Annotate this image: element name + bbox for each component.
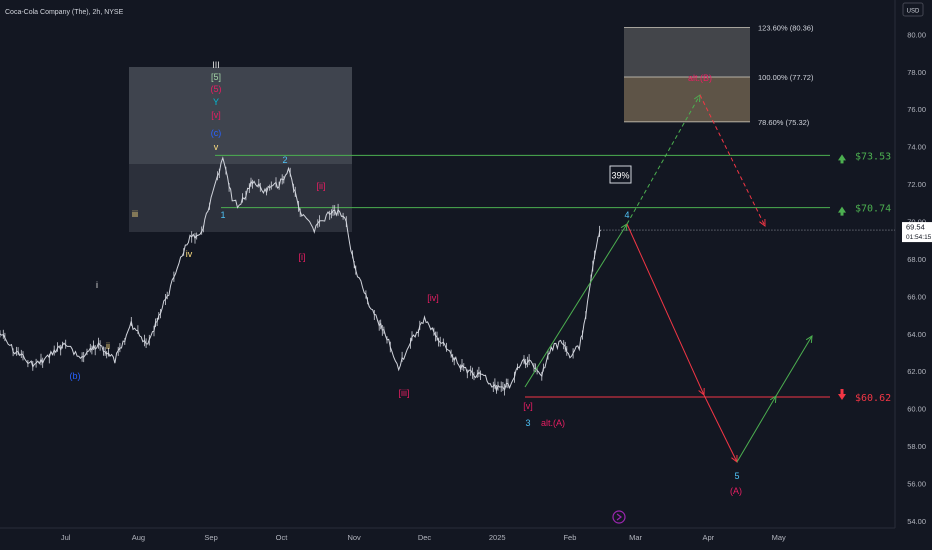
y-tick-label: 64.00 bbox=[907, 330, 926, 339]
y-tick-label: 60.00 bbox=[907, 405, 926, 414]
y-tick-label: 66.00 bbox=[907, 292, 926, 301]
level-label: $73.53 bbox=[855, 151, 891, 162]
wave-label: iv bbox=[186, 249, 193, 259]
x-tick-label: Aug bbox=[132, 533, 145, 542]
current-price-countdown: 01:54:15 bbox=[906, 234, 932, 241]
y-tick-label: 70.00 bbox=[907, 217, 926, 226]
y-tick-label: 76.00 bbox=[907, 105, 926, 114]
y-tick-label: 78.00 bbox=[907, 68, 926, 77]
x-tick-label: Mar bbox=[629, 533, 642, 542]
event-icon[interactable] bbox=[612, 510, 626, 524]
resistance-zone-lower bbox=[129, 164, 352, 232]
fib-label: 123.60% (80.36) bbox=[758, 24, 814, 33]
y-tick-label: 62.00 bbox=[907, 367, 926, 376]
wave-label: [iv] bbox=[427, 293, 439, 303]
x-tick-label: May bbox=[772, 533, 786, 542]
currency-label: USD bbox=[907, 9, 920, 15]
wave-label: alt.(A) bbox=[541, 418, 565, 428]
wave-label: [v] bbox=[523, 401, 533, 411]
probability-label: 39% bbox=[611, 171, 629, 181]
up-arrow-icon bbox=[838, 206, 846, 213]
y-tick-label: 58.00 bbox=[907, 442, 926, 451]
x-tick-label: Nov bbox=[347, 533, 361, 542]
rebound-projection bbox=[736, 395, 777, 463]
resistance-zone-upper bbox=[129, 67, 352, 164]
current-price-tag: 69.54 01:54:15 bbox=[902, 222, 932, 243]
rebound-projection-2 bbox=[775, 335, 813, 397]
wave-5-down-projection bbox=[626, 223, 705, 396]
wave-label: alt.(B) bbox=[688, 73, 712, 83]
alt-b-projection bbox=[626, 94, 701, 225]
currency-button[interactable] bbox=[902, 2, 924, 17]
wave-label: iii bbox=[132, 209, 138, 219]
y-tick-label: 72.00 bbox=[907, 180, 926, 189]
fib-label: 100.00% (77.72) bbox=[758, 73, 814, 82]
wave-label: (b) bbox=[70, 371, 81, 381]
event-icon-glyph bbox=[616, 513, 622, 521]
up-arrow-icon-stem bbox=[840, 211, 844, 216]
probability-badge-box bbox=[609, 165, 632, 184]
y-tick-label: 54.00 bbox=[907, 517, 926, 526]
down-arrow-icon-stem bbox=[840, 389, 844, 395]
probability-badge: 39% bbox=[609, 165, 632, 184]
x-tick-label: Apr bbox=[702, 533, 714, 542]
wave-label: 2 bbox=[282, 155, 287, 165]
y-tick-label: 80.00 bbox=[907, 30, 926, 39]
wave-label: i bbox=[96, 280, 98, 290]
wave-label: (c) bbox=[211, 128, 222, 138]
fib-label: 78.60% (75.32) bbox=[758, 118, 810, 127]
x-tick-label: Jul bbox=[61, 533, 71, 542]
alt-b-reversal bbox=[699, 94, 766, 227]
wave-label: 1 bbox=[220, 210, 225, 220]
wave-label: III bbox=[212, 60, 220, 70]
up-arrow-icon-stem bbox=[840, 159, 844, 164]
wave-label: [v] bbox=[211, 110, 221, 120]
wave-label: ii bbox=[106, 341, 110, 351]
y-tick-label: 74.00 bbox=[907, 143, 926, 152]
fib-zone-upper bbox=[624, 27, 750, 77]
wave-label: [ii] bbox=[317, 181, 326, 191]
wave-label: [i] bbox=[298, 252, 305, 262]
x-tick-label: Oct bbox=[276, 533, 289, 542]
x-tick-label: Feb bbox=[563, 533, 576, 542]
price-series-line bbox=[0, 156, 601, 393]
wave-label: (5) bbox=[211, 84, 222, 94]
up-arrow-icon bbox=[838, 154, 846, 161]
wave-label: v bbox=[214, 142, 219, 152]
fib-zone-lower bbox=[624, 76, 750, 122]
wave-label: (A) bbox=[730, 486, 742, 496]
wave-label: [5] bbox=[211, 72, 221, 82]
current-price-value: 69.54 bbox=[906, 223, 925, 232]
wave-label: [iii] bbox=[399, 388, 410, 398]
y-tick-label: 68.00 bbox=[907, 255, 926, 264]
x-tick-label: Sep bbox=[204, 533, 217, 542]
wave-4-projection bbox=[524, 223, 628, 388]
wave-label: 4 bbox=[624, 210, 629, 220]
chart-title: Coca-Cola Company (The), 2h, NYSE bbox=[5, 9, 124, 16]
x-tick-label: Dec bbox=[418, 533, 432, 542]
level-label: $70.74 bbox=[855, 204, 891, 215]
x-tick-label: 2025 bbox=[489, 533, 506, 542]
level-label: $60.62 bbox=[855, 393, 891, 404]
rebound-projection-2-head bbox=[805, 335, 813, 344]
current-price-tag-bg bbox=[902, 222, 932, 243]
down-arrow-icon bbox=[838, 394, 846, 401]
wave-label: 3 bbox=[525, 418, 530, 428]
wave-label: Y bbox=[213, 97, 219, 107]
wave-label: 5 bbox=[734, 471, 739, 481]
alt-b-reversal-head bbox=[759, 218, 766, 228]
y-tick-label: 56.00 bbox=[907, 479, 926, 488]
wave-5-extension bbox=[703, 394, 738, 463]
